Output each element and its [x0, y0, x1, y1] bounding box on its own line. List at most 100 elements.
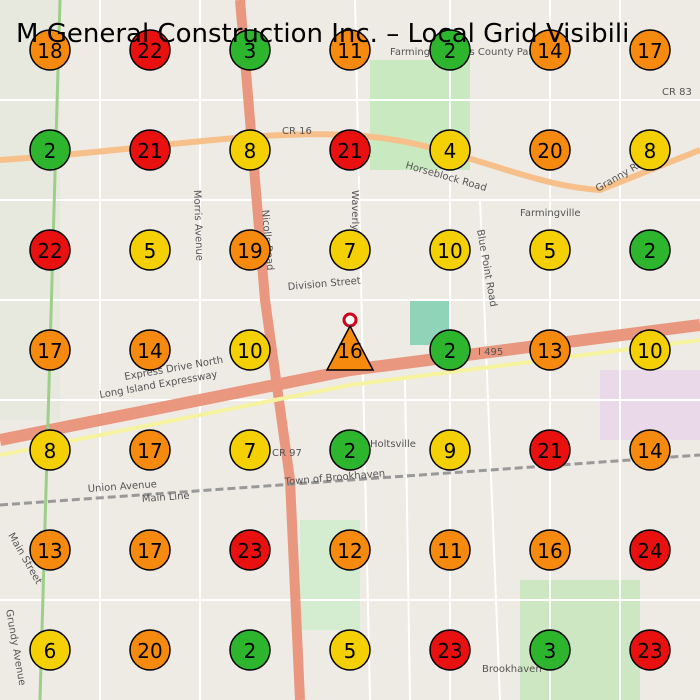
- rank-marker: [329, 229, 371, 271]
- rank-label: 10: [437, 239, 462, 263]
- rank-label: 14: [637, 439, 662, 463]
- rank-marker: [229, 329, 271, 371]
- rank-marker: [429, 29, 471, 71]
- rank-label: 7: [344, 239, 357, 263]
- rank-marker: [229, 229, 271, 271]
- map-label: Main Line: [141, 491, 190, 505]
- rank-label: 19: [237, 239, 262, 263]
- rank-label: 8: [244, 139, 257, 163]
- rank-marker: [629, 129, 671, 171]
- rank-label: 23: [637, 639, 662, 663]
- rank-label: 17: [137, 439, 162, 463]
- map-label: Union Avenue: [87, 479, 157, 495]
- rank-label: 21: [337, 139, 362, 163]
- rank-label: 4: [444, 139, 457, 163]
- rank-label: 2: [44, 139, 57, 163]
- rank-marker: [429, 329, 471, 371]
- map-label: CR 83: [662, 87, 692, 98]
- rank-label: 2: [344, 439, 357, 463]
- rank-label: 13: [37, 539, 62, 563]
- rank-marker: [129, 229, 171, 271]
- rank-label: 10: [637, 339, 662, 363]
- rank-marker: [629, 229, 671, 271]
- rank-marker: [329, 529, 371, 571]
- rank-label: 22: [37, 239, 62, 263]
- rank-label: 11: [437, 539, 462, 563]
- map-label: CR 16: [282, 126, 312, 137]
- rank-marker: [429, 529, 471, 571]
- rank-marker: [529, 629, 571, 671]
- rank-marker: [329, 129, 371, 171]
- rank-label: 18: [37, 39, 62, 63]
- rank-marker: [229, 629, 271, 671]
- map-label: CR 97: [272, 448, 302, 459]
- rank-marker: [529, 29, 571, 71]
- rank-label: 23: [437, 639, 462, 663]
- rank-label: 21: [137, 139, 162, 163]
- rank-marker: [629, 329, 671, 371]
- title: M General Construction Inc. – Local Grid…: [16, 19, 629, 49]
- map-label: I 495: [478, 347, 503, 358]
- rank-marker: [229, 29, 271, 71]
- rank-marker: [29, 629, 71, 671]
- map-label: Holtsville: [370, 439, 416, 450]
- rank-marker: [529, 129, 571, 171]
- rank-label: 9: [444, 439, 457, 463]
- rank-grid: 18 22 3 11 2 14 172 21 8 21 4 20 822 5 19 7 10 5 217 14 10 16…: [29, 29, 671, 671]
- rank-label: 5: [544, 239, 557, 263]
- rank-label: 10: [237, 339, 262, 363]
- location-pin: [342, 312, 358, 328]
- rank-marker: [529, 529, 571, 571]
- rank-label: 16: [537, 539, 562, 563]
- rank-marker: [429, 629, 471, 671]
- rank-marker: [129, 529, 171, 571]
- rank-label: 23: [237, 539, 262, 563]
- rank-label: 8: [644, 139, 657, 163]
- service-road: [0, 338, 700, 457]
- rank-marker: [229, 129, 271, 171]
- rank-label: 6: [44, 639, 57, 663]
- rank-label: 12: [337, 539, 362, 563]
- rank-label: 20: [537, 139, 562, 163]
- rank-label: 17: [637, 39, 662, 63]
- rank-marker: [629, 429, 671, 471]
- rank-label: 24: [637, 539, 662, 563]
- rank-marker: [629, 29, 671, 71]
- rank-label: 17: [137, 539, 162, 563]
- rank-marker: [229, 529, 271, 571]
- rank-label: 21: [537, 439, 562, 463]
- rank-label: 22: [137, 39, 162, 63]
- rank-marker: [129, 29, 171, 71]
- rank-marker: [529, 229, 571, 271]
- rank-label: 2: [244, 639, 257, 663]
- rank-marker: [129, 329, 171, 371]
- rank-label: 5: [144, 239, 157, 263]
- rank-marker: [429, 229, 471, 271]
- rank-label: 2: [444, 339, 457, 363]
- rank-marker: [429, 129, 471, 171]
- rank-marker: [529, 329, 571, 371]
- rank-label: 11: [337, 39, 362, 63]
- rank-marker: [29, 29, 71, 71]
- rank-label: 17: [37, 339, 62, 363]
- rank-marker: [229, 429, 271, 471]
- rank-marker: [329, 429, 371, 471]
- rank-label: 13: [537, 339, 562, 363]
- map-label: Farmingville: [520, 208, 581, 219]
- rank-marker: [529, 429, 571, 471]
- rank-marker: [329, 29, 371, 71]
- center-marker: [325, 324, 375, 371]
- rank-label: 14: [537, 39, 562, 63]
- rank-marker: [29, 129, 71, 171]
- rank-label: 2: [644, 239, 657, 263]
- rank-label: 2: [444, 39, 457, 63]
- rank-label: 14: [137, 339, 162, 363]
- rank-marker: [329, 629, 371, 671]
- rank-marker: [129, 129, 171, 171]
- rank-label: 20: [137, 639, 162, 663]
- rank-marker: [129, 629, 171, 671]
- rank-marker: [629, 529, 671, 571]
- map-label: Brookhaven: [482, 664, 542, 675]
- rank-marker: [629, 629, 671, 671]
